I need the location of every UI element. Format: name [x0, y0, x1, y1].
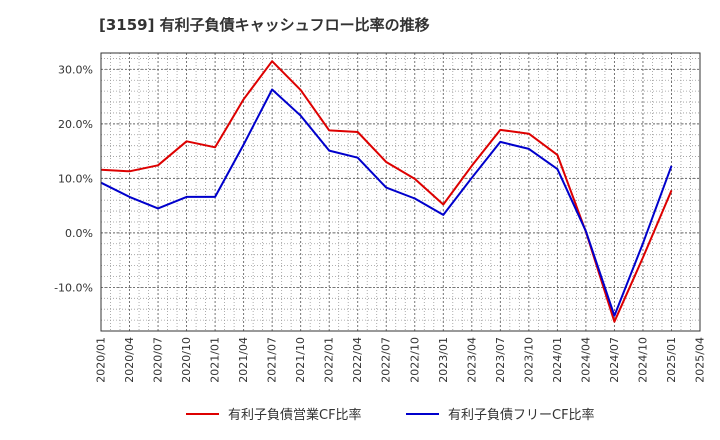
gridlines — [100, 53, 701, 332]
x-tick-label: 2021/07 — [266, 337, 279, 383]
x-tick-label: 2025/01 — [665, 337, 678, 383]
x-tick-label: 2022/01 — [323, 337, 336, 383]
axis-tick-labels: 30.0% 20.0% 10.0% 0.0% -10.0% 2020/01 2020/04 2… — [54, 63, 706, 382]
plot-border — [100, 52, 701, 332]
x-tick-label: 2024/04 — [579, 337, 592, 383]
x-tick-label: 2020/04 — [123, 337, 136, 383]
x-tick-label: 2023/01 — [437, 337, 450, 383]
x-tick-label: 2020/10 — [180, 337, 193, 383]
legend-label-2: 有利子負債フリーCF比率 — [448, 407, 595, 423]
x-tick-label: 2020/01 — [95, 337, 108, 383]
x-tick-label: 2022/07 — [380, 337, 393, 383]
y-tick-label: 20.0% — [58, 118, 93, 131]
legend: 有利子負債営業CF比率 有利子負債フリーCF比率 — [186, 407, 595, 423]
legend-label-1: 有利子負債営業CF比率 — [228, 407, 362, 423]
x-tick-label: 2024/07 — [608, 337, 621, 383]
y-tick-label: 30.0% — [58, 63, 93, 76]
y-tick-label: 10.0% — [58, 172, 93, 185]
x-tick-label: 2020/07 — [152, 337, 165, 383]
series-lines — [100, 60, 673, 323]
x-tick-label: 2022/04 — [351, 337, 364, 383]
series-line-1 — [100, 60, 673, 323]
y-tick-label: 0.0% — [65, 227, 93, 240]
x-tick-label: 2023/10 — [522, 337, 535, 383]
x-tick-label: 2023/07 — [494, 337, 507, 383]
x-tick-label: 2021/04 — [237, 337, 250, 383]
series-line-2 — [100, 88, 673, 317]
x-tick-label: 2021/10 — [294, 337, 307, 383]
y-tick-label: -10.0% — [54, 281, 93, 294]
x-tick-label: 2024/01 — [551, 337, 564, 383]
x-tick-label: 2021/01 — [209, 337, 222, 383]
x-tick-label: 2025/04 — [694, 337, 707, 383]
x-tick-label: 2022/10 — [408, 337, 421, 383]
x-tick-label: 2023/04 — [465, 337, 478, 383]
x-tick-label: 2024/10 — [636, 337, 649, 383]
chart-title: [3159] 有利子負債キャッシュフロー比率の推移 — [99, 16, 430, 34]
